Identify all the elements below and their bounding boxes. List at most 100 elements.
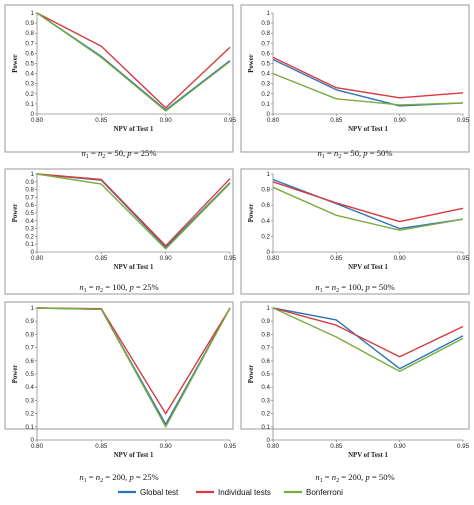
y-tick-label: 0.1 <box>261 101 270 108</box>
caption-p-value: 25% <box>143 282 159 292</box>
panel-caption: n1 = n2 = 50, p = 50% <box>317 148 392 160</box>
caption-p-value: 25% <box>141 148 157 158</box>
y-tick-label: 0 <box>267 437 271 444</box>
y-tick-label: 0 <box>31 249 35 256</box>
y-axis-title: Power <box>12 204 19 223</box>
x-tick-label: 0.95 <box>224 255 237 262</box>
y-tick-label: 0.6 <box>261 202 270 209</box>
x-tick-label: 0.90 <box>394 443 407 450</box>
x-tick-label: 0.95 <box>224 117 237 124</box>
y-tick-label: 0.7 <box>25 194 34 201</box>
series-line-bonferroni <box>272 72 464 106</box>
x-axis-title: NPV of Test 1 <box>114 264 154 271</box>
x-tick-label: 0.85 <box>330 117 343 124</box>
x-tick-label: 0.90 <box>160 443 173 450</box>
caption-n-value: 100 <box>348 282 361 292</box>
legend-label-bonferroni: Bonferroni <box>306 488 343 497</box>
y-tick-label: 0.4 <box>261 384 270 391</box>
y-tick-label: 0.6 <box>25 358 34 365</box>
panel-frame <box>240 301 470 430</box>
x-tick-label: 0.85 <box>330 255 343 262</box>
caption-n-value: 50 <box>114 148 123 158</box>
y-axis-title: Power <box>12 365 19 384</box>
y-tick-label: 0.5 <box>261 371 270 378</box>
y-tick-label: 0.8 <box>261 331 270 338</box>
y-tick-label: 1 <box>31 305 35 312</box>
y-tick-label: 0.3 <box>261 81 270 88</box>
y-tick-label: 0.9 <box>25 318 34 325</box>
y-axis-title: Power <box>248 204 255 223</box>
series-line-individual <box>36 173 231 247</box>
y-tick-label: 0.9 <box>261 318 270 325</box>
series-line-bonferroni <box>36 12 231 112</box>
y-tick-label: 0.9 <box>261 20 270 27</box>
y-tick-label: 0.1 <box>261 424 270 431</box>
panel-frame <box>4 4 234 153</box>
x-tick-label: 0.80 <box>267 117 280 124</box>
x-tick-label: 0.80 <box>267 443 280 450</box>
x-tick-label: 0.90 <box>160 255 173 262</box>
y-axis-title: Power <box>248 54 255 73</box>
y-tick-label: 0.7 <box>25 345 34 352</box>
x-tick-label: 0.90 <box>160 117 173 124</box>
series-line-individual <box>272 56 464 99</box>
legend-label-individual: Individual tests <box>218 488 271 497</box>
y-tick-label: 0.2 <box>25 91 34 98</box>
y-tick-label: 0.4 <box>25 218 34 225</box>
caption-n-value: 50 <box>350 148 359 158</box>
caption-p-value: 50% <box>377 148 393 158</box>
series-line-bonferroni <box>36 173 231 250</box>
panel-frame <box>240 4 470 153</box>
chart-panel-3: 00.10.20.30.40.50.60.70.80.91 0.80 0.85 0.9… <box>4 168 237 295</box>
y-tick-label: 0.5 <box>261 61 270 68</box>
chart-panel-6: 0 0.1 0.2 0.3 0.4 0.5 0.6 0.7 0.8 0.9 1 0.80 0.85 0.9… <box>240 301 470 484</box>
panel-caption: n1 = n2 = 200, p = 25% <box>79 472 158 484</box>
series-line-global <box>272 307 464 370</box>
x-axis-title: NPV of Test 1 <box>348 452 388 459</box>
y-tick-label: 0.6 <box>25 50 34 57</box>
y-tick-label: 0 <box>267 111 271 118</box>
y-tick-label: 1 <box>267 171 271 178</box>
y-tick-label: 1 <box>267 10 271 17</box>
y-tick-label: 0 <box>31 437 35 444</box>
y-tick-label: 0.3 <box>25 397 34 404</box>
y-tick-label: 0.1 <box>25 241 34 248</box>
y-tick-label: 0.8 <box>25 331 34 338</box>
series-line-individual <box>272 181 464 223</box>
caption-p-value: 25% <box>143 472 159 482</box>
panel-caption: n1 = n2 = 100, p = 25% <box>79 282 158 294</box>
y-tick-label: 0.4 <box>261 71 270 78</box>
legend: Global test Individual tests Bonferroni <box>118 488 343 497</box>
y-tick-label: 0.8 <box>261 187 270 194</box>
y-axis-title: Power <box>248 365 255 384</box>
x-tick-label: 0.90 <box>394 255 407 262</box>
y-tick-label: 0.2 <box>25 233 34 240</box>
series-line-individual <box>272 307 464 358</box>
y-tick-label: 0.3 <box>25 81 34 88</box>
chart-panel-4: 0 0.2 0.4 0.6 0.8 1 0.80 0.85 0.90 0.95 NPV of Tes… <box>240 168 470 295</box>
y-tick-label: 0.8 <box>25 30 34 37</box>
chart-panel-5: 0 0.1 0.2 0.3 0.4 0.5 0.6 0.7 0.8 0.9 1 0.80 0.85 0.9… <box>4 301 237 484</box>
y-tick-label: 1 <box>267 305 271 312</box>
y-tick-label: 0 <box>31 111 35 118</box>
y-tick-label: 0.9 <box>25 20 34 27</box>
x-tick-label: 0.85 <box>95 117 108 124</box>
series-line-bonferroni <box>36 307 231 428</box>
x-tick-label: 0.95 <box>457 255 470 262</box>
x-tick-label: 0.85 <box>95 443 108 450</box>
y-tick-label: 0.7 <box>25 40 34 47</box>
x-tick-label: 0.80 <box>31 255 44 262</box>
x-axis-title: NPV of Test 1 <box>348 264 388 271</box>
caption-n-value: 200 <box>348 472 361 482</box>
x-axis-title: NPV of Test 1 <box>114 452 154 459</box>
series-line-bonferroni <box>272 186 464 231</box>
y-tick-label: 0.4 <box>261 218 270 225</box>
caption-n-value: 100 <box>112 282 125 292</box>
x-tick-label: 0.95 <box>457 443 470 450</box>
x-tick-label: 0.80 <box>31 117 44 124</box>
chart-panel-2: 0 0.1 0.2 0.3 0.4 0.5 0.6 0.7 0.8 0.9 1 0.80 0.85 0.9… <box>240 4 470 160</box>
x-tick-label: 0.85 <box>95 255 108 262</box>
y-tick-label: 0.8 <box>261 30 270 37</box>
series-line-bonferroni <box>272 307 464 373</box>
